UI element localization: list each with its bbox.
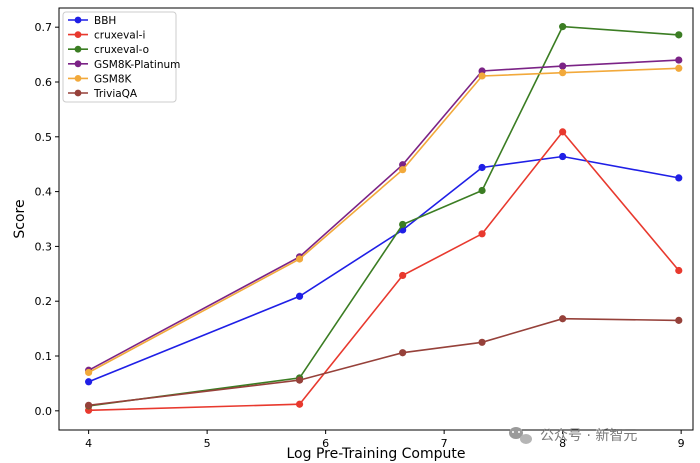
data-point-cruxeval-i [295, 400, 304, 408]
wechat-icon [509, 427, 532, 444]
x-tick-label: 7 [441, 437, 448, 450]
data-point-gsm8k [85, 368, 93, 377]
series-layer [85, 23, 683, 414]
watermark: 公众号 · 新智元 [509, 427, 637, 444]
data-point-triviaqa [675, 316, 683, 324]
y-tick-label: 0.4 [35, 186, 53, 199]
data-point-gsm8k [295, 255, 304, 263]
series-line-cruxeval-i [88, 130, 680, 412]
x-tick-label: 5 [204, 437, 211, 450]
legend-frame [62, 11, 177, 103]
data-point-cruxeval-i [478, 230, 486, 238]
legend-marker-cruxeval-o [74, 45, 82, 53]
data-point-bbh [295, 292, 304, 300]
data-point-gsm8k-platinum [559, 62, 567, 70]
legend-label-triviaqa: TriviaQA [93, 88, 138, 100]
x-axis-ticks: 4 5 6 7 8 9 [85, 430, 685, 450]
watermark-text: 公众号 · 新智元 [540, 428, 637, 444]
data-point-gsm8k [478, 72, 486, 80]
legend-label-gsm8k: GSM8K [94, 73, 133, 85]
y-tick-label: 0.6 [35, 76, 53, 89]
data-point-triviaqa [85, 401, 93, 409]
data-point-triviaqa [399, 349, 407, 357]
legend-label-bbh: BBH [94, 15, 116, 27]
y-axis-ticks: 0.0 0.1 0.2 0.3 0.4 0.5 0.6 0.7 [35, 21, 59, 418]
legend-marker-cruxeval-i [74, 31, 82, 38]
data-point-bbh [675, 174, 683, 182]
y-tick-label: 0.5 [35, 131, 53, 144]
series-line-gsm8k-platinum [88, 59, 679, 372]
data-point-gsm8k [559, 69, 567, 77]
data-point-cruxeval-o [559, 23, 567, 31]
y-axis-label: Score [12, 199, 28, 238]
legend-marker-gsm8k-platinum [74, 60, 82, 68]
data-point-gsm8k-platinum [478, 67, 486, 75]
x-tick-label: 6 [322, 437, 329, 450]
legend-label-cruxeval-i: cruxeval-i [94, 30, 145, 42]
data-point-bbh [85, 378, 93, 386]
y-tick-label: 0.2 [35, 295, 53, 308]
data-point-bbh [478, 163, 486, 172]
data-point-cruxeval-i [399, 271, 407, 280]
legend-label-gsm8k-platinum: GSM8K-Platinum [94, 59, 180, 71]
legend-marker-bbh [74, 16, 82, 24]
data-point-cruxeval-o [478, 186, 486, 195]
data-point-cruxeval-o [675, 31, 683, 39]
x-axis-label: Log Pre-Training Compute [286, 446, 465, 462]
data-point-gsm8k [399, 166, 407, 174]
series-line-bbh [88, 155, 679, 383]
y-tick-label: 0.1 [35, 350, 53, 363]
series-line-gsm8k [88, 67, 679, 374]
data-point-gsm8k-platinum [675, 56, 683, 64]
y-tick-label: 0.3 [35, 240, 53, 253]
legend-label-cruxeval-o: cruxeval-o [94, 44, 149, 56]
x-tick-label: 4 [85, 437, 92, 450]
data-point-cruxeval-i [559, 128, 567, 136]
legend-marker-gsm8k [74, 75, 82, 82]
y-tick-label: 0.0 [35, 405, 53, 418]
data-point-triviaqa [559, 315, 567, 323]
legend: BBH cruxeval-i cruxeval-o GSM8K-Platinum GSM… [62, 11, 180, 103]
data-point-cruxeval-o [399, 220, 407, 229]
data-point-triviaqa [295, 376, 304, 384]
x-tick-label: 8 [559, 437, 566, 450]
data-point-gsm8k [675, 64, 683, 72]
x-tick-label: 9 [678, 437, 685, 450]
data-point-bbh [559, 152, 567, 161]
data-point-triviaqa [478, 338, 486, 346]
series-line-triviaqa [88, 317, 679, 407]
data-point-cruxeval-i [675, 266, 683, 275]
y-tick-label: 0.7 [35, 21, 53, 34]
series-line-cruxeval-o [88, 25, 679, 407]
legend-marker-triviaqa [74, 89, 82, 97]
